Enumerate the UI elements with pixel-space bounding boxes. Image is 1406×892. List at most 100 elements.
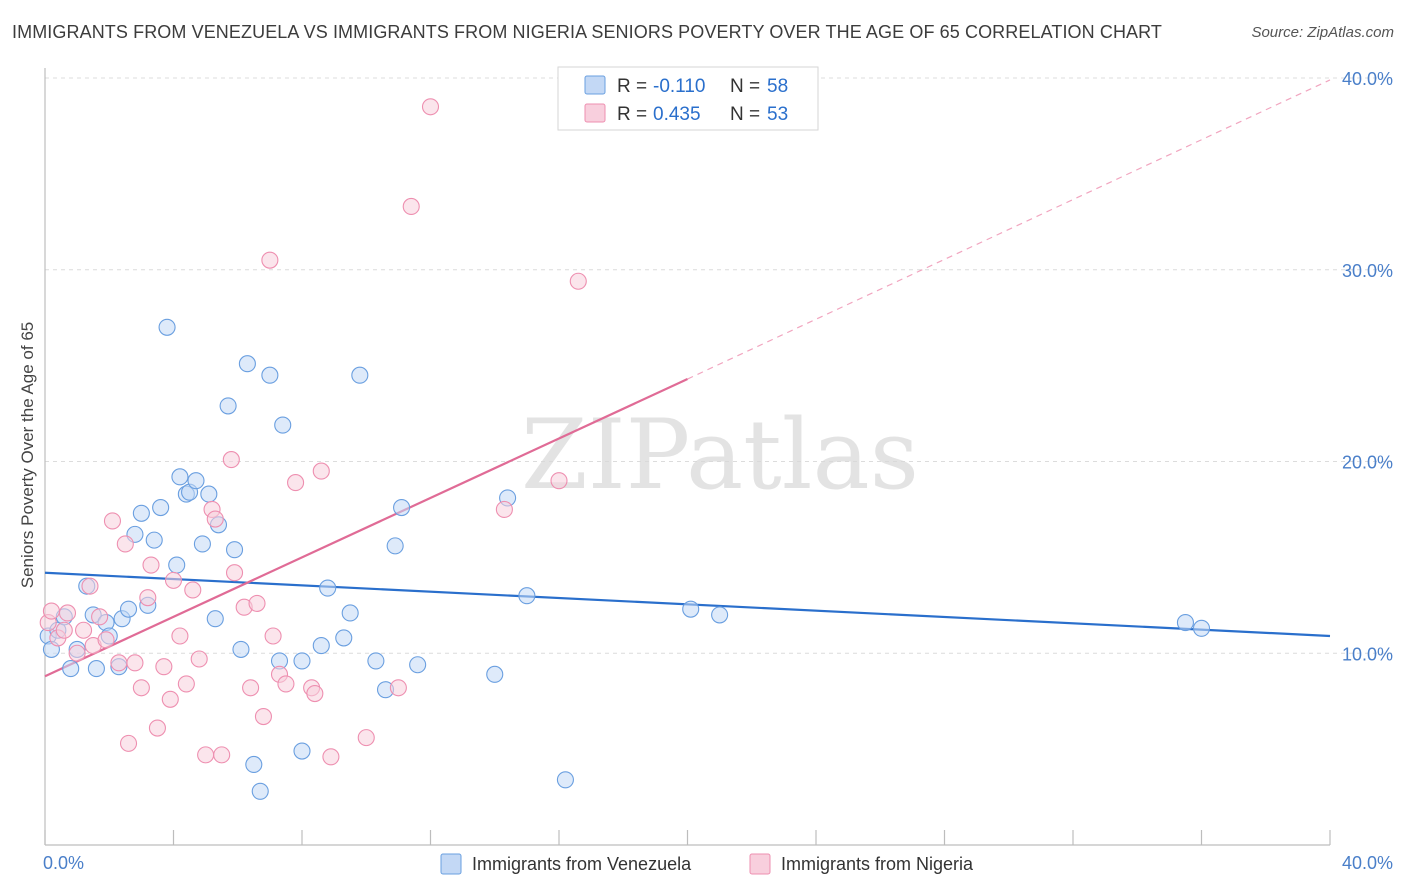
bottom-legend-swatch-nigeria (749, 853, 771, 875)
legend-n-label-1: N = (730, 76, 760, 97)
point-venezuela-39 (293, 742, 311, 760)
point-nigeria-15 (126, 654, 144, 672)
point-venezuela-43 (341, 604, 359, 622)
point-nigeria-14 (119, 734, 138, 752)
point-venezuela-25 (193, 535, 211, 553)
point-nigeria-10 (97, 631, 115, 649)
y-tick-label-20: 20.0% (1342, 453, 1393, 473)
point-nigeria-40 (277, 675, 295, 693)
point-venezuela-55 (711, 606, 729, 624)
point-venezuela-53 (556, 771, 574, 789)
point-venezuela-29 (219, 397, 237, 415)
legend: R = -0.110 N = 58 R = 0.435 N = 53 (557, 66, 819, 131)
point-nigeria-23 (171, 627, 189, 645)
point-venezuela-40 (312, 637, 330, 655)
point-nigeria-21 (161, 690, 179, 708)
chart-source: Source: ZipAtlas.com (1251, 24, 1394, 41)
point-nigeria-7 (81, 577, 99, 595)
point-venezuela-52 (518, 587, 536, 605)
point-nigeria-6 (75, 621, 93, 639)
bottom-legend: Immigrants from Venezuela Immigrants fro… (440, 853, 974, 875)
point-venezuela-42 (335, 629, 353, 647)
point-nigeria-22 (164, 571, 183, 589)
point-nigeria-47 (389, 679, 407, 697)
legend-swatch-nigeria (584, 103, 606, 123)
point-nigeria-20 (155, 658, 173, 676)
y-tick-label-40: 40.0% (1342, 69, 1393, 89)
point-nigeria-36 (254, 707, 273, 726)
point-venezuela-35 (261, 366, 279, 384)
point-venezuela-37 (274, 416, 292, 434)
point-nigeria-52 (569, 272, 587, 290)
point-venezuela-50 (486, 665, 504, 683)
axes (44, 68, 1331, 846)
point-venezuela-47 (393, 498, 411, 517)
point-nigeria-34 (242, 679, 260, 697)
bottom-legend-swatch-venezuela (440, 853, 462, 875)
legend-r-value-2: 0.435 (653, 104, 701, 125)
point-nigeria-27 (197, 746, 215, 764)
grid-lines (45, 77, 1392, 654)
point-venezuela-26 (200, 485, 218, 503)
watermark: ZIPatlas (521, 399, 919, 511)
point-venezuela-31 (232, 640, 250, 658)
point-venezuela-54 (682, 600, 700, 618)
point-venezuela-18 (152, 498, 170, 517)
point-venezuela-49 (409, 656, 427, 674)
point-nigeria-50 (495, 500, 513, 518)
point-venezuela-17 (145, 531, 163, 549)
point-nigeria-5 (68, 644, 86, 662)
point-nigeria-19 (148, 719, 166, 737)
point-nigeria-16 (132, 679, 150, 697)
point-venezuela-19 (158, 318, 176, 336)
point-nigeria-25 (184, 581, 202, 599)
point-venezuela-45 (367, 652, 385, 670)
point-venezuela-27 (206, 610, 224, 628)
y-tick-label-30: 30.0% (1342, 261, 1393, 281)
point-nigeria-49 (421, 98, 440, 116)
chart-title: IMMIGRANTS FROM VENEZUELA VS IMMIGRANTS … (12, 22, 1163, 42)
point-venezuela-8 (87, 660, 105, 678)
point-venezuela-4 (62, 660, 80, 678)
point-venezuela-38 (293, 652, 311, 670)
point-nigeria-3 (55, 621, 73, 639)
point-venezuela-41 (319, 579, 337, 597)
legend-r-label-1: R = (617, 76, 647, 97)
trend-line-nigeria-extension (687, 79, 1331, 380)
point-nigeria-46 (357, 729, 375, 747)
point-venezuela-13 (119, 600, 138, 618)
point-nigeria-12 (110, 654, 128, 672)
point-nigeria-9 (91, 608, 109, 626)
point-nigeria-43 (306, 684, 324, 703)
point-venezuela-44 (351, 366, 369, 384)
point-venezuela-34 (251, 782, 269, 800)
legend-n-value-2: 53 (767, 104, 788, 125)
point-nigeria-31 (222, 451, 240, 469)
point-venezuela-30 (225, 541, 244, 559)
point-nigeria-32 (225, 564, 244, 582)
point-venezuela-20 (168, 556, 186, 574)
point-venezuela-32 (238, 355, 256, 373)
point-nigeria-18 (142, 556, 160, 574)
point-nigeria-44 (312, 462, 330, 480)
trend-line-nigeria (44, 378, 688, 678)
y-tick-label-10: 10.0% (1342, 644, 1393, 664)
legend-n-value-1: 58 (767, 76, 788, 97)
legend-n-label-2: N = (730, 104, 760, 125)
point-nigeria-41 (287, 474, 305, 492)
legend-swatch-venezuela (584, 75, 606, 95)
point-nigeria-13 (116, 535, 134, 553)
point-nigeria-1 (42, 602, 60, 620)
data-points (39, 98, 1211, 800)
tick-labels: 10.0% 20.0% 30.0% 40.0% 0.0% 40.0% (43, 69, 1393, 873)
point-venezuela-15 (132, 504, 150, 522)
point-nigeria-35 (248, 594, 266, 612)
point-nigeria-38 (264, 627, 282, 645)
point-nigeria-11 (103, 512, 122, 530)
x-tick-label-min: 0.0% (43, 853, 84, 873)
bottom-legend-label-venezuela: Immigrants from Venezuela (472, 854, 692, 874)
point-nigeria-45 (322, 748, 340, 766)
point-venezuela-24 (187, 472, 205, 490)
point-venezuela-57 (1192, 619, 1211, 637)
point-nigeria-17 (139, 589, 157, 607)
